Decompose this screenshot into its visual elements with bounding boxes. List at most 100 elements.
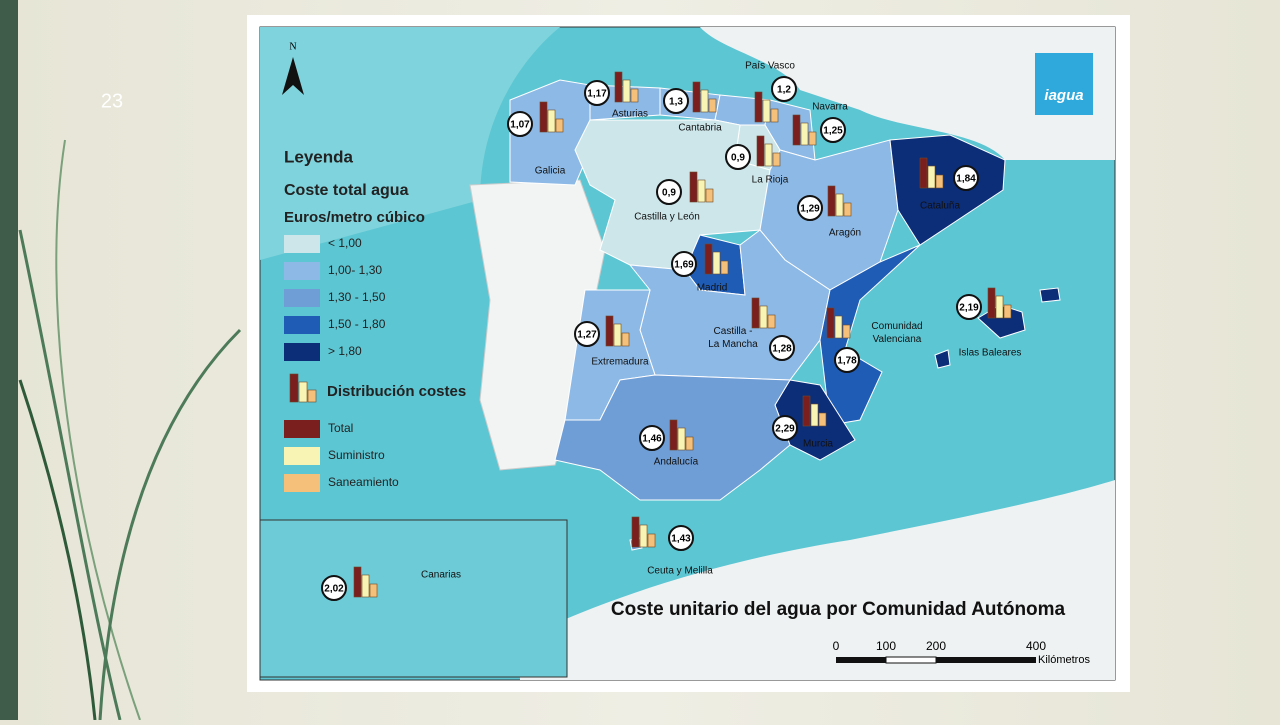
legend-series-swatch [284, 474, 320, 492]
region-value: 2,19 [959, 303, 979, 314]
cost-bar-icon [843, 202, 852, 217]
region-shape [934, 349, 951, 369]
cost-bar-icon [1003, 304, 1012, 319]
cost-bar-icon [555, 118, 564, 133]
cost-bar-icon [622, 79, 631, 103]
legend-series-swatch [284, 420, 320, 438]
cost-bar-icon [685, 436, 694, 451]
cost-bar-icon [754, 91, 763, 123]
value-badge [956, 294, 982, 320]
region-label: La Rioja [752, 175, 789, 186]
canarias-inset [259, 519, 568, 678]
cost-bar-icon [677, 427, 686, 451]
north-label: N [289, 41, 296, 52]
region-value: 1,78 [837, 356, 857, 367]
value-badge [671, 251, 697, 277]
region-label: Navarra [812, 102, 848, 113]
value-badge [321, 575, 347, 601]
logo-box [1035, 53, 1093, 115]
value-badge [584, 80, 610, 106]
cost-bar-icon [919, 157, 928, 189]
region-value: 0,9 [662, 188, 676, 199]
region-value: 1,46 [642, 434, 662, 445]
cost-bar-icon [770, 108, 779, 123]
shallow-sea [260, 27, 560, 260]
legend-swatch [284, 343, 320, 361]
overlay: Galicia 1,07 Asturias 1,17 Cantabria 1,3 País … [284, 61, 1090, 666]
cost-bar-icon [669, 419, 678, 451]
cost-bar-icon [842, 324, 851, 339]
value-badge [769, 335, 795, 361]
legend-chart-title: Distribución costes [327, 383, 466, 400]
cost-bar-icon [639, 524, 648, 548]
region-value: 1,28 [772, 344, 792, 355]
region-shape [889, 134, 1006, 246]
cost-bar-icon [808, 131, 817, 146]
region-label: Islas Baleares [959, 348, 1022, 359]
region-label: Madrid [697, 283, 728, 294]
cost-bar-icon [800, 122, 809, 146]
value-badge [725, 144, 751, 170]
region-value: 1,43 [671, 534, 691, 545]
decor-lines [18, 139, 242, 721]
region-value: 1,84 [956, 174, 976, 185]
cost-bar-icon [826, 307, 835, 339]
cost-bar-icon [621, 332, 630, 347]
legend-class-label: 1,30 - 1,50 [328, 290, 386, 304]
cost-bar-icon [689, 171, 698, 203]
legend-swatch [284, 289, 320, 307]
cost-bar-icon [764, 143, 773, 167]
legend-series-label: Total [328, 421, 353, 435]
cost-bar-icon [712, 251, 721, 275]
scale-tick: 200 [926, 639, 946, 653]
scale-unit: Kilómetros [1038, 654, 1090, 666]
region-value: 2,02 [324, 584, 344, 595]
value-badge [663, 88, 689, 114]
cost-bar-icon [995, 295, 1004, 319]
region-value: 1,07 [510, 120, 530, 131]
cost-bar-icon [613, 323, 622, 347]
cost-bar-icon [369, 583, 378, 598]
cost-bar-icon [935, 174, 944, 189]
cost-bar-icon [361, 574, 370, 598]
cost-bar-icon [772, 152, 781, 167]
region-label: Valenciana [873, 334, 922, 345]
map-title: Coste unitario del agua por Comunidad Au… [611, 599, 1066, 620]
region-value: 0,9 [731, 153, 745, 164]
cost-bar-icon [708, 98, 717, 113]
cost-bar-icon [630, 88, 639, 103]
region-label: Extremadura [591, 357, 649, 368]
legend-title: Leyenda [284, 147, 354, 166]
value-badge [771, 76, 797, 102]
cost-bar-icon [720, 260, 729, 275]
region-value: 1,29 [800, 204, 820, 215]
cost-bar-icon [792, 114, 801, 146]
value-badge [772, 415, 798, 441]
legend-subtitle: Coste total agua [284, 182, 409, 199]
cost-bar-icon [547, 109, 556, 133]
region-value: 1,27 [577, 330, 597, 341]
value-badge [797, 195, 823, 221]
region-label: Aragón [829, 228, 861, 239]
region-label: Cantabria [678, 123, 722, 134]
scale-tick: 100 [876, 639, 896, 653]
cost-bar-icon [353, 566, 362, 598]
slide-number: 23 [101, 90, 123, 112]
legend-class-label: < 1,00 [328, 236, 362, 250]
cost-bar-icon [751, 297, 760, 329]
legend-class-label: > 1,80 [328, 344, 362, 358]
value-badge [953, 165, 979, 191]
cost-bar-icon [704, 243, 713, 275]
region-label: Galicia [535, 166, 566, 177]
region-value: 1,25 [823, 126, 843, 137]
scale-bar [836, 656, 1036, 664]
scale-tick: 0 [833, 639, 840, 653]
region-label: La Mancha [708, 339, 758, 350]
region-label: Ceuta y Melilla [647, 566, 713, 577]
legend-series-swatch [284, 447, 320, 465]
cost-bar-icon [759, 305, 768, 329]
value-badge [574, 321, 600, 347]
cost-bar-icon [802, 395, 811, 427]
africa [520, 480, 1115, 680]
